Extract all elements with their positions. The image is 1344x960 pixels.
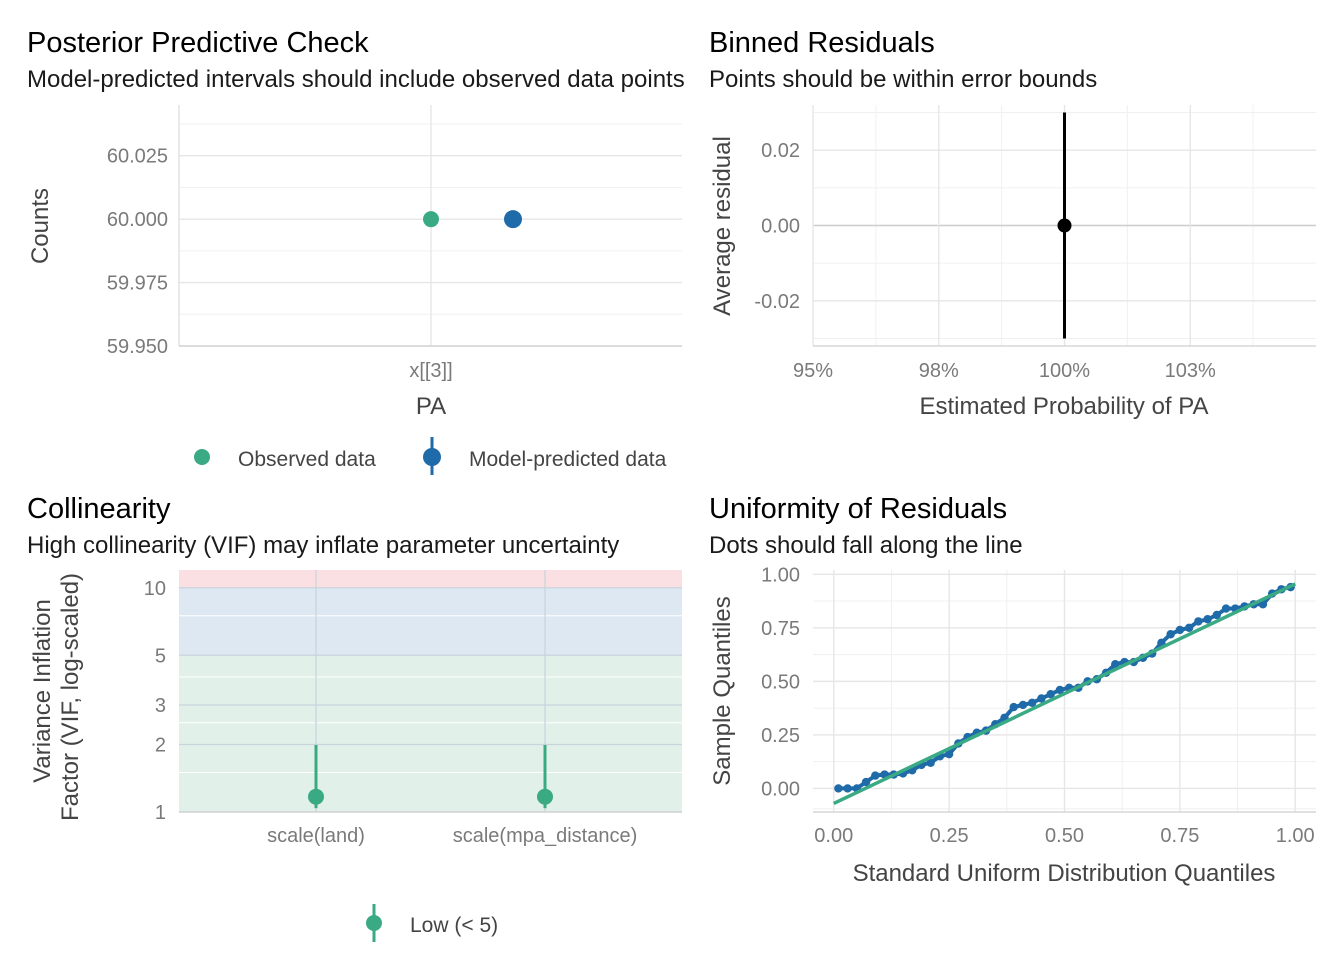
y-tick-label: 60.025 — [107, 146, 168, 168]
sample-quantile-point — [1221, 604, 1231, 613]
binned-residual-point — [1057, 218, 1072, 233]
y-axis-label-2: Factor (VIF, log-scaled) — [57, 573, 84, 821]
x-tick-label: scale(mpa_distance) — [453, 825, 638, 847]
y-tick-label: 3 — [155, 695, 166, 717]
vif-point — [537, 788, 553, 805]
x-tick-label: 103% — [1165, 360, 1216, 382]
sample-quantile-point — [871, 771, 880, 780]
x-tick-label: 1.00 — [1276, 825, 1315, 847]
y-axis-label: Sample Quantiles — [709, 596, 736, 785]
x-tick-label: 95% — [793, 360, 833, 382]
x-axis-label: Standard Uniform Distribution Quantiles — [853, 860, 1276, 887]
y-axis-label: Counts — [27, 188, 54, 264]
observed-data-point — [423, 211, 439, 228]
y-tick-label: 2 — [155, 734, 166, 756]
x-tick-label: 0.00 — [814, 825, 853, 847]
collinearity-subtitle: High collinearity (VIF) may inflate para… — [27, 532, 619, 559]
vif-zone-low — [179, 655, 682, 812]
y-tick-label: 0.50 — [761, 671, 800, 693]
sample-quantile-point — [861, 777, 871, 787]
uniformity-panel: Uniformity of Residuals Dots should fall … — [709, 493, 1316, 887]
y-tick-label: 0.75 — [761, 618, 800, 640]
x-tick-label: 0.75 — [1160, 825, 1199, 847]
sample-quantile-point — [1203, 615, 1212, 624]
y-tick-label: 59.975 — [107, 273, 168, 295]
y-tick-label: 10 — [144, 578, 166, 600]
uniformity-subtitle: Dots should fall along the line — [709, 532, 1023, 559]
legend-predicted-label: Model-predicted data — [469, 448, 667, 471]
binned-residuals-panel: Binned Residuals Points should be within … — [709, 27, 1316, 420]
x-axis-label: PA — [416, 393, 446, 420]
x-tick-label: 0.50 — [1045, 825, 1084, 847]
uniformity-title: Uniformity of Residuals — [709, 493, 1007, 525]
y-tick-label: 0.02 — [761, 140, 800, 162]
y-tick-label: 1.00 — [761, 564, 800, 586]
sample-quantile-point — [944, 749, 954, 759]
legend-observed-marker — [194, 449, 210, 465]
vif-zone-high — [179, 570, 682, 588]
sample-quantile-point — [1184, 623, 1194, 633]
ppc-title: Posterior Predictive Check — [27, 27, 369, 59]
sample-quantile-point — [1009, 702, 1018, 712]
collinearity-title: Collinearity — [27, 493, 171, 525]
y-axis-label: Variance Inflation — [29, 599, 56, 783]
sample-quantile-point — [1166, 630, 1175, 639]
y-tick-label: 0.25 — [761, 725, 800, 747]
binned-title: Binned Residuals — [709, 27, 935, 59]
ppc-subtitle: Model-predicted intervals should include… — [27, 66, 685, 93]
sample-quantile-point — [1027, 698, 1037, 707]
model-predicted-data-point — [504, 210, 522, 229]
sample-quantile-point — [843, 784, 852, 793]
binned-subtitle: Points should be within error bounds — [709, 66, 1097, 93]
vif-zone-moderate — [179, 587, 682, 656]
y-tick-label: 0.00 — [761, 778, 800, 800]
x-axis-label: Estimated Probability of PA — [919, 393, 1208, 420]
sample-quantile-point — [1037, 694, 1046, 703]
sample-quantile-point — [1175, 625, 1185, 635]
y-tick-label: 1 — [155, 802, 166, 824]
sample-quantile-point — [1212, 610, 1221, 620]
sample-quantile-point — [926, 758, 935, 767]
legend-low-marker — [366, 915, 382, 931]
sample-quantile-point — [1018, 700, 1028, 710]
sample-quantile-point — [1046, 690, 1055, 699]
vif-point — [308, 788, 324, 805]
x-tick-label: 100% — [1039, 360, 1090, 382]
x-tick-label: scale(land) — [267, 825, 365, 847]
collinearity-panel: Collinearity High collinearity (VIF) may … — [27, 493, 682, 942]
x-tick-label: 98% — [919, 360, 959, 382]
x-tick-label: x[[3]] — [409, 360, 452, 382]
ppc-panel: Posterior Predictive Check Model-predicte… — [27, 27, 685, 475]
y-tick-label: 5 — [155, 645, 166, 667]
x-tick-label: 0.25 — [930, 825, 969, 847]
reference-line — [833, 582, 1296, 806]
y-tick-label: 59.950 — [107, 336, 168, 358]
legend-observed-label: Observed data — [238, 448, 376, 471]
sample-quantile-point — [1055, 685, 1065, 695]
sample-quantile-point — [1111, 660, 1120, 669]
legend-low-label: Low (< 5) — [410, 914, 498, 937]
y-tick-label: 0.00 — [761, 216, 800, 238]
y-tick-label: 60.000 — [107, 209, 168, 231]
legend-predicted-marker — [423, 448, 441, 466]
sample-quantile-point — [1194, 617, 1203, 626]
y-axis-label: Average residual — [709, 136, 736, 316]
sample-quantile-point — [834, 784, 843, 793]
y-tick-label: -0.02 — [754, 291, 800, 313]
